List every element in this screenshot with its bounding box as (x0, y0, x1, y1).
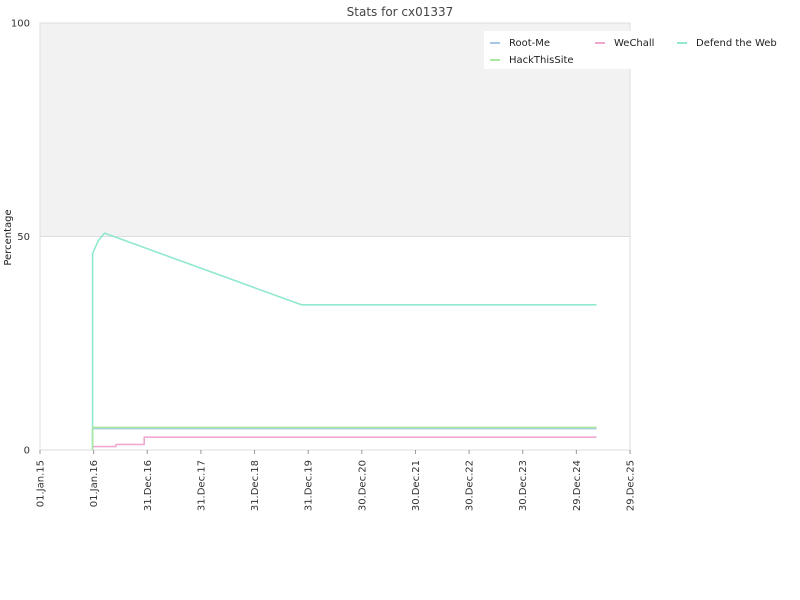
y-axis-ticks: 0 50 100 (11, 19, 30, 457)
legend: Root-Me WeChall Defend the Web HackThisSite (484, 31, 790, 69)
x-tick-label-30.Dec.23: 30.Dec.23 (518, 460, 529, 511)
x-axis-ticks: 01.Jan.15 01.Jan.16 31.Dec.16 31.Dec.17 31.D… (36, 450, 637, 511)
y-tick-label-0: 0 (24, 446, 30, 457)
legend-label-root-me: Root-Me (509, 38, 550, 49)
x-tick-label-30.Dec.20: 30.Dec.20 (357, 460, 368, 511)
x-tick-label-30.Dec.22: 30.Dec.22 (465, 460, 476, 511)
x-tick-label-01.Jan.16: 01.Jan.16 (89, 460, 100, 507)
legend-label-hackthissite: HackThisSite (509, 55, 574, 66)
x-tick-label-31.Dec.18: 31.Dec.18 (250, 460, 261, 511)
legend-label-defend-the-web: Defend the Web (696, 38, 777, 49)
x-tick-label-01.Jan.15: 01.Jan.15 (36, 460, 47, 507)
y-tick-label-100: 100 (11, 19, 30, 30)
x-tick-label-29.Dec.25: 29.Dec.25 (626, 460, 637, 511)
legend-background (484, 31, 790, 69)
series-line-hackthissite (91, 426, 597, 450)
x-tick-label-31.Dec.19: 31.Dec.19 (304, 460, 315, 511)
series-group (91, 232, 597, 450)
x-tick-label-31.Dec.16: 31.Dec.16 (143, 460, 154, 511)
x-tick-label-29.Dec.24: 29.Dec.24 (572, 460, 583, 511)
series-line-defend-the-web (91, 232, 597, 450)
y-tick-label-50: 50 (17, 232, 30, 243)
x-tick-label-30.Dec.21: 30.Dec.21 (411, 460, 422, 511)
chart-title: Stats for cx01337 (347, 5, 454, 19)
x-tick-label-31.Dec.17: 31.Dec.17 (196, 460, 207, 511)
y-axis-title: Percentage (3, 209, 14, 265)
legend-label-wechall: WeChall (614, 38, 654, 49)
